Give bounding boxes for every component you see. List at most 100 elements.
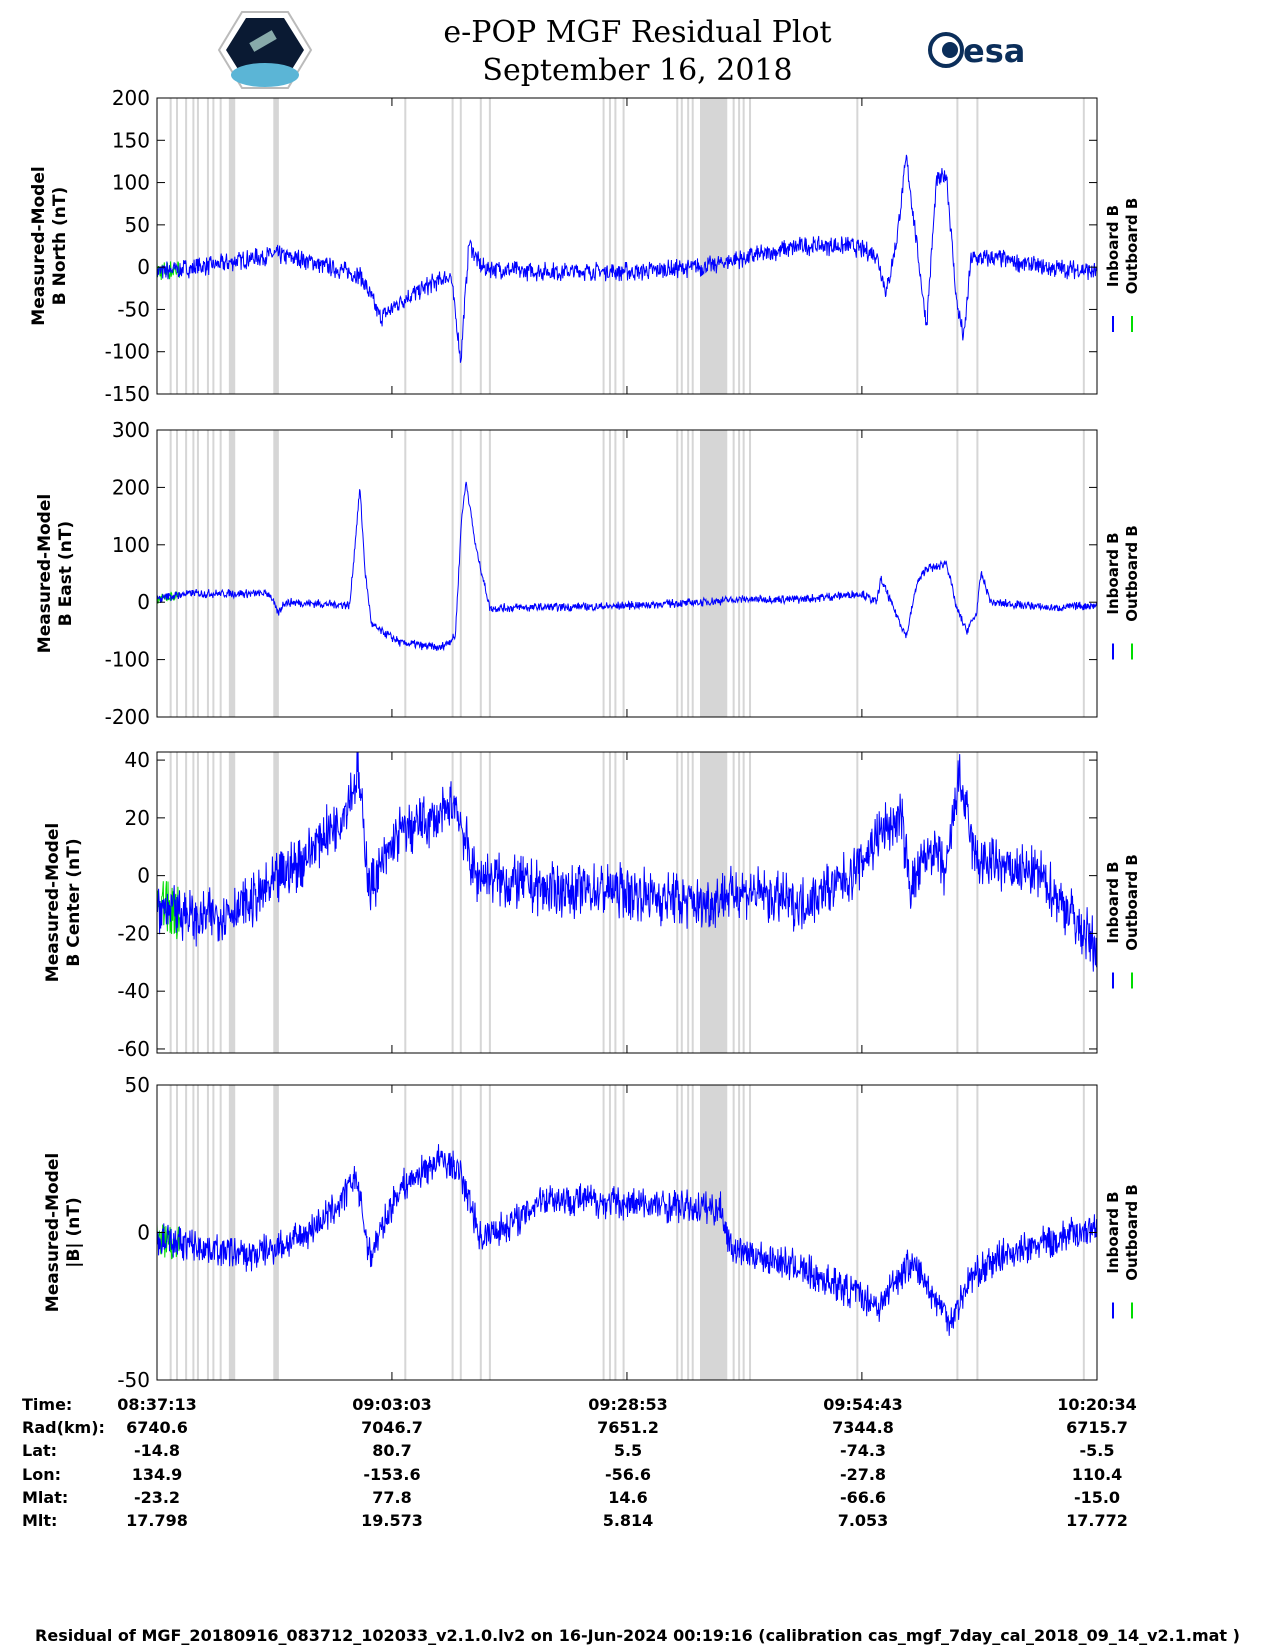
- panel-4: 50 0 -50 Measured-Model|B| (nT) Inboard BOut…: [43, 1073, 1141, 1392]
- data-gap-line: [196, 430, 199, 717]
- data-gap-line: [602, 98, 605, 394]
- legend-inboard-label: Inboard B: [1104, 532, 1122, 614]
- ephemeris-value: 77.8: [372, 1488, 412, 1507]
- data-gap-line: [196, 752, 199, 1053]
- data-gap-line: [192, 430, 195, 717]
- data-gap-line: [192, 1085, 195, 1380]
- data-gap-line: [614, 98, 617, 394]
- data-gap-line: [742, 1085, 745, 1380]
- y-axis-label-line2: |B| (nT): [64, 1197, 84, 1268]
- data-gap-line: [608, 98, 611, 394]
- data-gap-line: [749, 98, 752, 394]
- data-gap-line: [212, 1085, 215, 1380]
- inboard-series-line: [156, 751, 1098, 972]
- data-gap-line: [742, 98, 745, 394]
- y-tick-label: 100: [112, 171, 150, 195]
- data-gap-line: [608, 1085, 611, 1380]
- panel-2: 300 200 100 0 -100 -200 Measured-ModelB East (…: [35, 418, 1141, 729]
- data-gap-line: [459, 98, 462, 394]
- y-tick-label: 300: [112, 418, 150, 442]
- y-tick-label: -50: [117, 1368, 150, 1392]
- footer-caption: Residual of MGF_20180916_083712_102033_v…: [35, 1626, 1240, 1645]
- ephemeris-value: -56.6: [604, 1465, 652, 1484]
- y-axis-label-line2: B North (nT): [50, 187, 70, 306]
- data-gap-line: [691, 98, 694, 394]
- data-gap-band: [273, 752, 279, 1053]
- ephemeris-value: 110.4: [1071, 1465, 1123, 1484]
- data-gap-line: [212, 98, 215, 394]
- data-gap-line: [459, 430, 462, 717]
- data-gap-line: [219, 752, 222, 1053]
- data-gap-line: [732, 430, 735, 717]
- data-gap-line: [687, 752, 690, 1053]
- ephemeris-value: -74.3: [839, 1441, 887, 1460]
- ephemeris-value: 08:37:13: [117, 1395, 197, 1414]
- y-tick-label: 200: [112, 475, 150, 499]
- ephemeris-value: -66.6: [839, 1488, 887, 1507]
- title-text: e-POP MGF Residual Plot: [443, 15, 832, 50]
- y-axis-label: Measured-ModelB North (nT): [29, 166, 70, 325]
- data-gap-band: [228, 430, 236, 717]
- ephemeris-value: -5.5: [1079, 1441, 1115, 1460]
- data-gap-line: [680, 430, 683, 717]
- svg-text:esa: esa: [963, 32, 1025, 70]
- ephemeris-row-label: Mlat:: [22, 1488, 69, 1507]
- y-tick-label: 20: [125, 806, 150, 830]
- data-gap-band: [273, 430, 279, 717]
- data-gap-line: [219, 1085, 222, 1380]
- data-gap-line: [451, 1085, 454, 1380]
- y-axis-label-line1: Measured-Model: [43, 823, 63, 982]
- inboard-series-line: [156, 1144, 1098, 1336]
- data-gap-line: [488, 98, 491, 394]
- data-gap-line: [738, 1085, 741, 1380]
- data-gap-line: [732, 98, 735, 394]
- legend: Inboard BOutboard B: [1104, 1184, 1141, 1319]
- y-axis-label-line1: Measured-Model: [43, 1153, 63, 1312]
- y-tick-label: -100: [105, 340, 150, 364]
- data-gap-line: [856, 1085, 859, 1380]
- y-tick-label: 200: [112, 86, 150, 110]
- legend-outboard-label: Outboard B: [1123, 198, 1141, 295]
- ephemeris-value: 17.798: [126, 1511, 188, 1530]
- data-gap-line: [206, 430, 209, 717]
- y-tick-label: -100: [105, 648, 150, 672]
- legend-labels: Inboard BOutboard B: [1104, 1184, 1141, 1281]
- y-tick-label: 50: [125, 1073, 150, 1097]
- legend-labels: Inboard BOutboard B: [1104, 198, 1141, 295]
- y-axis-label: Measured-Model|B| (nT): [43, 1153, 84, 1312]
- y-axis-label-line1: Measured-Model: [35, 494, 55, 653]
- data-gap-line: [608, 752, 611, 1053]
- ephemeris-value: 09:54:43: [823, 1395, 903, 1414]
- data-gap-line: [185, 98, 188, 394]
- data-gap-line: [976, 430, 979, 717]
- ephemeris-row-label: Rad(km):: [22, 1418, 105, 1437]
- plot-title: e-POP MGF Residual Plot September 16, 20…: [0, 14, 1275, 90]
- data-gap-line: [192, 98, 195, 394]
- y-tick-label: 150: [112, 128, 150, 152]
- data-gap-line: [602, 430, 605, 717]
- ephemeris-value: 17.772: [1066, 1511, 1128, 1530]
- data-gap-line: [176, 1085, 179, 1380]
- data-gap-line: [691, 430, 694, 717]
- ephemeris-value: 80.7: [372, 1441, 412, 1460]
- data-gap-band: [228, 1085, 236, 1380]
- data-gap-band: [273, 98, 279, 394]
- y-tick-label: 0: [137, 590, 150, 614]
- ephemeris-value: 7046.7: [361, 1418, 423, 1437]
- ephemeris-value: 5.5: [613, 1441, 643, 1460]
- data-gap-band: [699, 430, 728, 717]
- data-gap-line: [459, 1085, 462, 1380]
- data-gap-band: [699, 1085, 728, 1380]
- data-gap-line: [602, 1085, 605, 1380]
- data-gap-line: [622, 98, 625, 394]
- ephemeris-value: 14.6: [608, 1488, 648, 1507]
- ephemeris-value: 134.9: [131, 1465, 183, 1484]
- ephemeris-value: 5.814: [602, 1511, 654, 1530]
- y-axis-label-line2: B East (nT): [56, 521, 76, 626]
- data-gap-line: [738, 430, 741, 717]
- data-gap-line: [742, 752, 745, 1053]
- data-gap-line: [404, 1085, 407, 1380]
- data-gap-line: [404, 752, 407, 1053]
- legend-labels: Inboard BOutboard B: [1104, 854, 1141, 951]
- y-tick-label: 0: [137, 255, 150, 279]
